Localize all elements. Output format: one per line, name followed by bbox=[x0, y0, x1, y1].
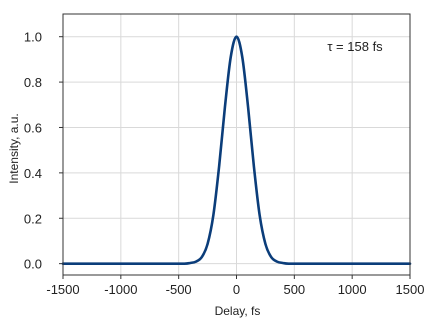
x-axis-label: Delay, fs bbox=[215, 304, 261, 318]
x-tick-label: 0 bbox=[233, 282, 240, 297]
y-tick-label: 0.8 bbox=[24, 75, 42, 90]
x-tick-label: -1000 bbox=[104, 282, 137, 297]
plot-frame bbox=[62, 13, 411, 276]
y-tick-label: 0.0 bbox=[24, 257, 42, 272]
x-tick-label: -1500 bbox=[46, 282, 79, 297]
y-axis-label: Intensity, a.u. bbox=[7, 113, 21, 183]
x-tick-label: 1500 bbox=[396, 282, 425, 297]
y-tick-label: 1.0 bbox=[24, 30, 42, 45]
x-tick-label: 500 bbox=[283, 282, 305, 297]
y-tick-label: 0.2 bbox=[24, 211, 42, 226]
y-axis-ticks: 0.0 0.2 0.4 0.6 0.8 1.0 bbox=[24, 30, 63, 272]
y-tick-label: 0.4 bbox=[24, 166, 42, 181]
series-line bbox=[61, 35, 412, 266]
x-tick-label: -500 bbox=[166, 282, 192, 297]
x-tick-label: 1000 bbox=[338, 282, 367, 297]
y-tick-label: 0.6 bbox=[24, 120, 42, 135]
x-axis-ticks: -1500 -1000 -500 0 500 1000 1500 bbox=[46, 275, 424, 297]
pulse-duration-annotation: τ = 158 fs bbox=[327, 39, 383, 54]
